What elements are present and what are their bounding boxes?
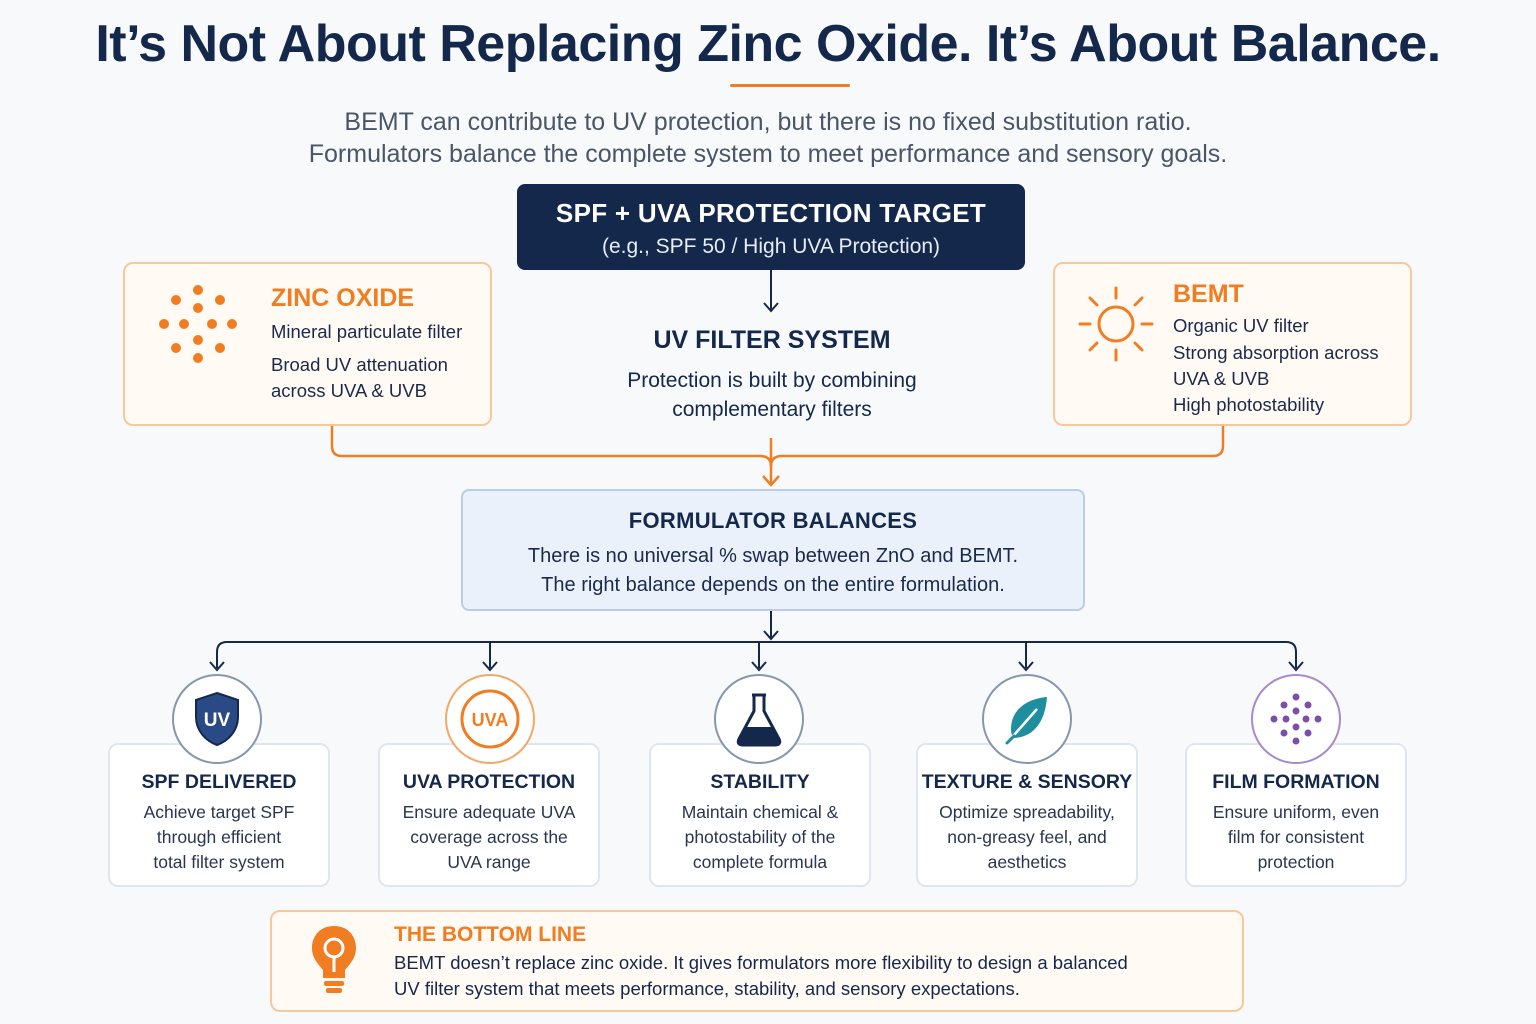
balance-line-1: There is no universal % swap between ZnO… (527, 545, 1019, 567)
zinc-oxide-line-2: Broad UV attenuation (271, 354, 448, 375)
bottom-line-text: BEMT doesn’t replace zinc oxide. It give… (394, 950, 1224, 1002)
card-title: UVA PROTECTION (402, 771, 576, 793)
card-line: Ensure adequate UVA (402, 802, 576, 822)
card-line: through efficient (156, 827, 282, 847)
zinc-oxide-line-3: across UVA & UVB (271, 380, 427, 401)
card-title: STABILITY (710, 771, 810, 793)
bemt-box (1053, 262, 1412, 426)
balance-text: There is no universal % swap between ZnO… (463, 542, 1083, 600)
uva-circle-label: UVA (472, 710, 509, 730)
uv-system-line-2: complementary filters (672, 398, 872, 421)
card-line: UVA range (447, 852, 531, 872)
card-text: Maintain chemical & photostability of th… (651, 800, 869, 875)
card-line: protection (1257, 852, 1335, 872)
card-title: FILM FORMATION (1212, 771, 1380, 793)
card-line: film for consistent (1227, 827, 1365, 847)
page-subtitle: BEMT can contribute to UV protection, bu… (0, 106, 1536, 170)
card-title: TEXTURE & SENSORY (921, 771, 1133, 793)
uv-filter-system-text: Protection is built by combining complem… (560, 366, 984, 424)
uv-shield-icon: UV (172, 674, 262, 764)
subtitle-line-1: BEMT can contribute to UV protection, bu… (344, 108, 1192, 136)
bottom-line-1: BEMT doesn’t replace zinc oxide. It give… (394, 952, 1128, 973)
card-line: non-greasy feel, and (947, 827, 1107, 847)
card-stability: STABILITY Maintain chemical & photostabi… (649, 743, 871, 887)
card-title: SPF DELIVERED (141, 771, 297, 793)
target-title: SPF + UVA PROTECTION TARGET (555, 198, 987, 228)
formulator-balances-box: FORMULATOR BALANCES There is no universa… (461, 489, 1085, 611)
uv-shield-label: UV (204, 710, 231, 731)
dots-particle-icon (159, 285, 237, 363)
card-line: aesthetics (987, 852, 1067, 872)
lightbulb-icon (312, 926, 356, 993)
zinc-oxide-box (123, 262, 492, 426)
card-text: Ensure adequate UVA coverage across the … (380, 800, 598, 875)
card-spf-delivered: SPF DELIVERED Achieve target SPF through… (108, 743, 330, 887)
card-line: Ensure uniform, even (1212, 802, 1380, 822)
title-underline (730, 84, 850, 87)
protection-target-box: SPF + UVA PROTECTION TARGET (e.g., SPF 5… (517, 184, 1025, 270)
bemt-line-4: High photostability (1173, 394, 1325, 415)
card-line: complete formula (692, 852, 828, 872)
sun-icon (1078, 286, 1154, 362)
balance-title: FORMULATOR BALANCES (628, 508, 918, 533)
subtitle-line-2: Formulators balance the complete system … (308, 140, 1228, 168)
bottom-line-title: THE BOTTOM LINE (394, 923, 587, 946)
leaf-icon (982, 674, 1072, 764)
target-subtitle: (e.g., SPF 50 / High UVA Protection) (601, 235, 941, 258)
card-texture-sensory: TEXTURE & SENSORY Optimize spreadability… (916, 743, 1138, 887)
page-title: It’s Not About Replacing Zinc Oxide. It’… (95, 15, 1441, 73)
zinc-oxide-line-1: Mineral particulate filter (271, 321, 463, 342)
uv-filter-system-title: UV FILTER SYSTEM (653, 326, 891, 354)
balance-line-2: The right balance depends on the entire … (541, 574, 1005, 596)
card-uva-protection: UVA PROTECTION Ensure adequate UVA cover… (378, 743, 600, 887)
bemt-line-3: UVA & UVB (1173, 368, 1270, 389)
uva-circle-icon: UVA (445, 674, 535, 764)
film-dots-icon (1251, 674, 1341, 764)
uv-system-line-1: Protection is built by combining (627, 369, 917, 392)
card-line: total filter system (153, 852, 285, 872)
bottom-line-2: UV filter system that meets performance,… (394, 978, 1020, 999)
card-text: Achieve target SPF through efficient tot… (110, 800, 328, 875)
card-text: Optimize spreadability, non-greasy feel,… (918, 800, 1136, 875)
bemt-line-1: Organic UV filter (1173, 315, 1309, 336)
bottom-line-box (270, 910, 1244, 1012)
bemt-title: BEMT (1173, 280, 1244, 308)
card-line: Achieve target SPF (143, 802, 295, 822)
card-line: Optimize spreadability, (939, 802, 1115, 822)
card-text: Ensure uniform, even film for consistent… (1187, 800, 1405, 875)
bemt-line-2: Strong absorption across (1173, 342, 1379, 363)
card-line: Maintain chemical & (681, 802, 839, 822)
card-film-formation: FILM FORMATION Ensure uniform, even film… (1185, 743, 1407, 887)
card-line: coverage across the (410, 827, 568, 847)
card-line: photostability of the (684, 827, 836, 847)
flask-icon (714, 674, 804, 764)
zinc-oxide-title: ZINC OXIDE (271, 284, 415, 312)
